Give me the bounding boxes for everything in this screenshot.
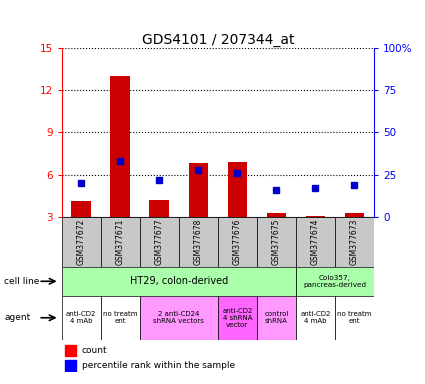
Text: HT29, colon-derived: HT29, colon-derived <box>130 276 228 286</box>
FancyBboxPatch shape <box>101 217 140 267</box>
FancyBboxPatch shape <box>335 296 374 340</box>
Title: GDS4101 / 207344_at: GDS4101 / 207344_at <box>142 33 294 47</box>
Text: anti-CD2
4 shRNA
vector: anti-CD2 4 shRNA vector <box>222 308 252 328</box>
Text: GSM377672: GSM377672 <box>76 219 86 265</box>
Text: Colo357,
pancreas-derived: Colo357, pancreas-derived <box>303 275 366 288</box>
FancyBboxPatch shape <box>62 267 296 296</box>
FancyBboxPatch shape <box>296 217 335 267</box>
Text: GSM377671: GSM377671 <box>116 219 125 265</box>
Text: GSM377673: GSM377673 <box>350 218 359 265</box>
FancyBboxPatch shape <box>218 296 257 340</box>
Text: count: count <box>82 346 108 355</box>
Bar <box>345 213 364 217</box>
Text: GSM377674: GSM377674 <box>311 218 320 265</box>
Text: cell line: cell line <box>4 277 40 286</box>
FancyBboxPatch shape <box>335 217 374 267</box>
FancyBboxPatch shape <box>101 296 140 340</box>
FancyBboxPatch shape <box>257 296 296 340</box>
FancyBboxPatch shape <box>140 217 179 267</box>
Bar <box>65 360 76 371</box>
Text: GSM377675: GSM377675 <box>272 218 281 265</box>
Text: agent: agent <box>4 313 31 322</box>
Text: GSM377676: GSM377676 <box>233 218 242 265</box>
Text: GSM377678: GSM377678 <box>194 219 203 265</box>
FancyBboxPatch shape <box>296 296 335 340</box>
Text: no treatm
ent: no treatm ent <box>103 311 137 324</box>
FancyBboxPatch shape <box>62 296 101 340</box>
Text: no treatm
ent: no treatm ent <box>337 311 372 324</box>
FancyBboxPatch shape <box>218 217 257 267</box>
FancyBboxPatch shape <box>140 296 218 340</box>
Bar <box>266 213 286 217</box>
Bar <box>110 76 130 217</box>
FancyBboxPatch shape <box>179 217 218 267</box>
Bar <box>189 164 208 217</box>
Bar <box>227 162 247 217</box>
Text: percentile rank within the sample: percentile rank within the sample <box>82 361 235 370</box>
Bar <box>65 345 76 356</box>
Bar <box>150 200 169 217</box>
FancyBboxPatch shape <box>257 217 296 267</box>
Text: anti-CD2
4 mAb: anti-CD2 4 mAb <box>66 311 96 324</box>
Text: anti-CD2
4 mAb: anti-CD2 4 mAb <box>300 311 331 324</box>
Text: 2 anti-CD24
shRNA vectors: 2 anti-CD24 shRNA vectors <box>153 311 204 324</box>
Text: GSM377677: GSM377677 <box>155 218 164 265</box>
Bar <box>306 215 325 217</box>
Text: control
shRNA: control shRNA <box>264 311 289 324</box>
FancyBboxPatch shape <box>296 267 374 296</box>
FancyBboxPatch shape <box>62 217 101 267</box>
Bar <box>71 202 91 217</box>
